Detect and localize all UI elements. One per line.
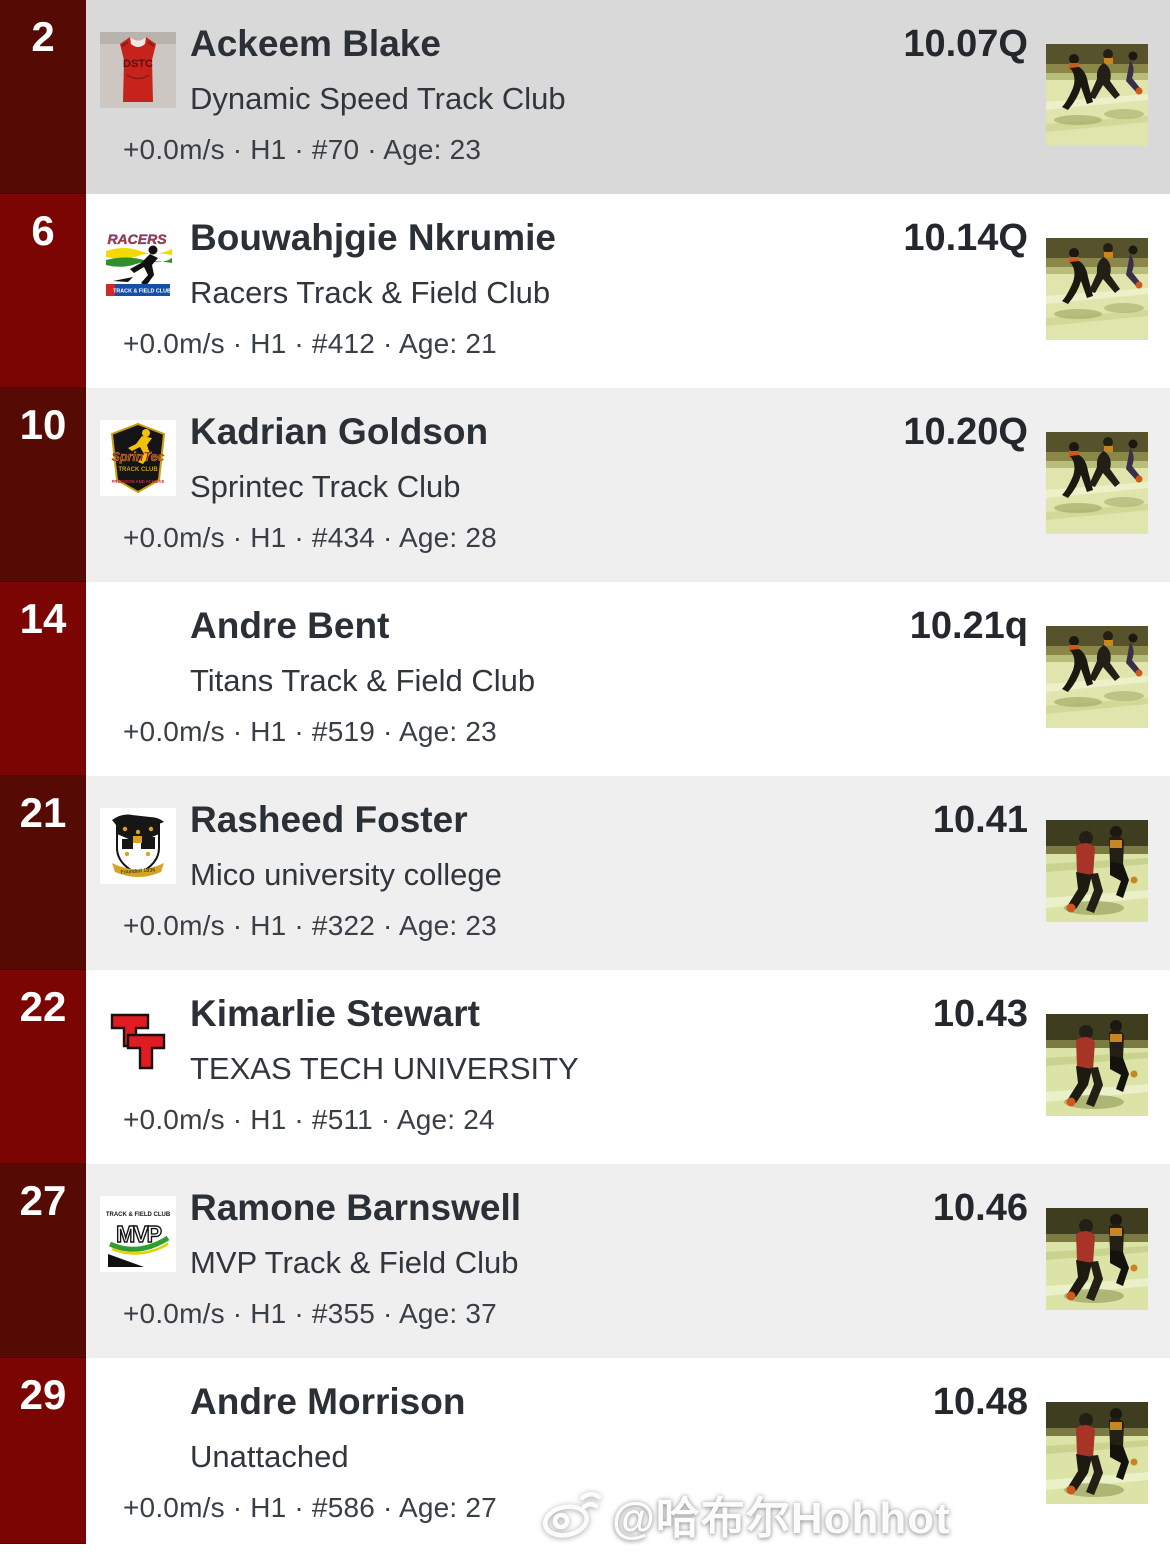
club-name: TEXAS TECH UNIVERSITY [190, 1051, 579, 1086]
mico-college-crest: Founded 1836 [100, 808, 176, 884]
athlete-row-content: Andre Morrison Unattached +0.0m/s · H1 ·… [86, 1358, 1170, 1554]
place-cell: 21 [0, 776, 86, 970]
club-name: MVP Track & Field Club [190, 1245, 519, 1280]
result-time: 10.20Q [903, 411, 1028, 453]
mvp-club-logo: TRACK & FIELD CLUB MVP [100, 1196, 176, 1272]
result-meta: +0.0m/s · H1 · #586 · Age: 27 [123, 1492, 497, 1523]
athlete-name: Ramone Barnswell [190, 1187, 522, 1228]
racers-club-logo: RACERS TRACK & FIELD CLUB [100, 226, 176, 302]
athlete-row-content: TRACK & FIELD CLUB MVP Ramone Barnswell … [86, 1164, 1170, 1358]
club-name: Titans Track & Field Club [190, 663, 536, 698]
finish-photo-far[interactable] [1046, 432, 1148, 534]
club-name: Mico university college [190, 857, 502, 892]
athlete-row[interactable]: 29 Andre Morrison Unattached +0.0m/s · H… [0, 1358, 1170, 1554]
athlete-row[interactable]: 27 TRACK & FIELD CLUB MVP Ramone Barnswe… [0, 1164, 1170, 1358]
club-name: Racers Track & Field Club [190, 275, 551, 310]
place-number: 27 [19, 1177, 67, 1224]
finish-photo-far[interactable] [1046, 626, 1148, 728]
athlete-row[interactable]: 6 RACERS TRACK & FIELD CLUB Bouwahjgie N… [0, 194, 1170, 388]
athlete-row[interactable]: 2 DSTC Ackeem Blake Dynamic Speed Track … [0, 0, 1170, 194]
svg-text:SprinTec: SprinTec [111, 450, 164, 464]
place-number: 22 [19, 983, 67, 1030]
place-number: 10 [19, 401, 67, 448]
sprintec-club-logo: SprinTec TRACK CLUB PRECISION AND ACHIEV… [100, 420, 176, 496]
svg-text:TRACK & FIELD CLUB: TRACK & FIELD CLUB [113, 289, 171, 295]
athlete-row-content: Kimarlie Stewart TEXAS TECH UNIVERSITY +… [86, 970, 1170, 1164]
svg-text:TRACK & FIELD CLUB: TRACK & FIELD CLUB [106, 1212, 171, 1218]
place-number: 14 [19, 595, 67, 642]
athlete-row-content: DSTC Ackeem Blake Dynamic Speed Track Cl… [86, 0, 1170, 194]
athlete-row-content: Andre Bent Titans Track & Field Club +0.… [86, 582, 1170, 776]
svg-text:MVP: MVP [116, 1221, 162, 1247]
finish-photo-near[interactable] [1046, 1014, 1148, 1116]
athlete-row[interactable]: 10 SprinTec TRACK CLUB PRECISION AND ACH… [0, 388, 1170, 582]
club-name: Sprintec Track Club [190, 469, 461, 504]
place-number: 6 [31, 207, 55, 254]
athlete-row-content: RACERS TRACK & FIELD CLUB Bouwahjgie Nkr… [86, 194, 1170, 388]
result-time: 10.43 [932, 993, 1028, 1035]
svg-text:Founded 1836: Founded 1836 [120, 867, 155, 875]
result-meta: +0.0m/s · H1 · #412 · Age: 21 [123, 328, 497, 359]
athlete-name: Andre Morrison [190, 1381, 466, 1422]
athlete-row-content: Founded 1836 Rasheed Foster Mico univers… [86, 776, 1170, 970]
result-time: 10.14Q [903, 217, 1028, 259]
dstc-jersey-logo: DSTC [100, 32, 176, 108]
athlete-name: Rasheed Foster [190, 799, 468, 840]
place-number: 29 [19, 1371, 67, 1418]
svg-text:RACERS: RACERS [107, 231, 167, 247]
athlete-row[interactable]: 14 Andre Bent Titans Track & Field Club … [0, 582, 1170, 776]
result-meta: +0.0m/s · H1 · #519 · Age: 23 [123, 716, 497, 747]
svg-text:DSTC: DSTC [123, 58, 153, 70]
athlete-name: Bouwahjgie Nkrumie [190, 217, 556, 258]
result-meta: +0.0m/s · H1 · #355 · Age: 37 [123, 1298, 497, 1329]
place-cell: 27 [0, 1164, 86, 1358]
result-meta: +0.0m/s · H1 · #511 · Age: 24 [123, 1104, 495, 1135]
result-time: 10.07Q [903, 23, 1028, 65]
finish-photo-far[interactable] [1046, 238, 1148, 340]
athlete-name: Andre Bent [190, 605, 390, 646]
athlete-row[interactable]: 22 Kimarlie Stewart TEXAS TECH UNIVERSIT… [0, 970, 1170, 1164]
athlete-row[interactable]: 21 Founded 1836 Rasheed Foster Mico univ… [0, 776, 1170, 970]
place-number: 2 [31, 13, 55, 60]
result-time: 10.41 [932, 799, 1028, 841]
place-cell: 29 [0, 1358, 86, 1544]
athlete-name: Kadrian Goldson [190, 411, 489, 452]
result-time: 10.21q [909, 605, 1028, 647]
place-cell: 14 [0, 582, 86, 776]
result-meta: +0.0m/s · H1 · #70 · Age: 23 [123, 134, 482, 165]
finish-photo-far[interactable] [1046, 44, 1148, 146]
club-name: Unattached [190, 1439, 349, 1474]
finish-photo-near[interactable] [1046, 1402, 1148, 1504]
finish-photo-near[interactable] [1046, 1208, 1148, 1310]
place-number: 21 [19, 789, 67, 836]
athlete-row-content: SprinTec TRACK CLUB PRECISION AND ACHIEV… [86, 388, 1170, 582]
place-cell: 10 [0, 388, 86, 582]
svg-text:PRECISION AND ACHIEVE: PRECISION AND ACHIEVE [112, 479, 165, 484]
place-cell: 6 [0, 194, 86, 388]
result-meta: +0.0m/s · H1 · #434 · Age: 28 [123, 522, 497, 553]
result-time: 10.48 [932, 1381, 1028, 1423]
texas-tech-logo [100, 1002, 176, 1078]
club-name: Dynamic Speed Track Club [190, 81, 566, 116]
place-cell: 2 [0, 0, 86, 194]
place-cell: 22 [0, 970, 86, 1164]
finish-photo-near[interactable] [1046, 820, 1148, 922]
svg-text:TRACK CLUB: TRACK CLUB [118, 467, 158, 473]
result-time: 10.46 [932, 1187, 1028, 1229]
athlete-name: Kimarlie Stewart [190, 993, 480, 1034]
athlete-name: Ackeem Blake [190, 23, 441, 64]
result-meta: +0.0m/s · H1 · #322 · Age: 23 [123, 910, 497, 941]
